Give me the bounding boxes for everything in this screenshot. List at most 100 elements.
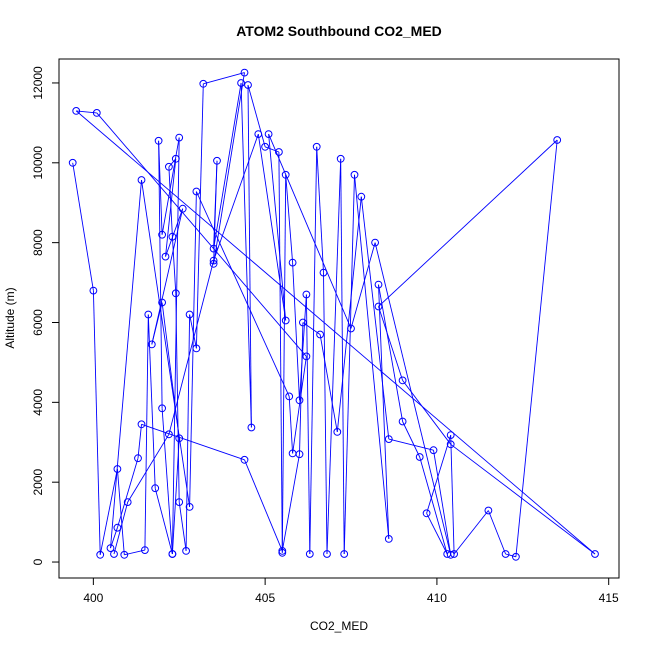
data-point	[199, 79, 208, 88]
series-segment	[203, 72, 245, 85]
data-point	[261, 142, 270, 151]
data-point	[278, 547, 287, 555]
series-segment	[127, 434, 170, 503]
data-point	[247, 423, 256, 432]
series-segment	[154, 488, 173, 555]
data-point	[185, 310, 194, 319]
data-point	[96, 550, 105, 559]
series-segment	[343, 174, 355, 555]
series-segment	[178, 502, 187, 551]
chart-title: ATOM2 Southbound CO2_MED	[236, 23, 442, 39]
series-segment	[378, 284, 404, 422]
series-segment	[350, 242, 376, 329]
data-point	[182, 547, 191, 555]
data-point	[178, 204, 187, 213]
series-segment	[305, 294, 311, 555]
series-segment	[116, 458, 139, 528]
series-segment	[213, 160, 218, 249]
series-segment	[75, 110, 596, 555]
series-points	[68, 68, 599, 561]
data-point	[285, 392, 294, 401]
x-tick-label: 400	[83, 591, 103, 605]
x-tick-label: 410	[427, 591, 447, 605]
series-segment	[292, 262, 300, 401]
data-point	[501, 550, 510, 558]
series-segment	[487, 510, 507, 555]
series-segment	[165, 208, 184, 257]
series-segment	[336, 196, 362, 432]
data-point	[147, 340, 156, 349]
data-point	[295, 396, 304, 405]
data-point	[175, 434, 184, 443]
data-point	[299, 318, 307, 327]
series-segment	[340, 158, 345, 555]
series-segment	[402, 380, 452, 445]
data-point	[158, 298, 167, 307]
x-tick-label: 405	[255, 591, 275, 605]
series-segment	[99, 468, 118, 555]
data-point	[591, 550, 599, 558]
data-point	[237, 79, 246, 87]
data-point	[446, 431, 455, 440]
data-point	[158, 404, 167, 413]
series-segment	[137, 424, 142, 459]
data-point	[281, 316, 290, 325]
data-point	[244, 81, 252, 89]
data-point	[275, 148, 283, 156]
data-point	[137, 176, 146, 184]
data-point	[240, 68, 249, 77]
data-point	[192, 187, 201, 196]
series-segment	[240, 82, 252, 428]
series-segment	[505, 553, 517, 558]
series-segment	[268, 134, 287, 321]
data-point	[340, 550, 349, 558]
series-segment	[278, 151, 283, 553]
data-point	[158, 230, 167, 239]
series-segment	[168, 158, 177, 168]
data-point	[357, 192, 366, 201]
series-segment	[374, 242, 452, 555]
series-segment	[213, 133, 259, 261]
x-axis-label: CO2_MED	[310, 619, 368, 633]
series-segment	[116, 468, 125, 555]
series-segment	[288, 396, 294, 454]
data-point	[333, 428, 342, 436]
series-segment	[378, 284, 390, 539]
data-point	[264, 130, 273, 139]
data-point	[374, 302, 383, 311]
data-point	[192, 344, 201, 353]
series-segment	[453, 510, 489, 555]
series-segment	[299, 294, 307, 401]
series-segment	[171, 236, 177, 294]
y-tick-label: 4000	[31, 389, 45, 416]
series-segment	[141, 423, 245, 461]
data-point	[209, 259, 218, 268]
data-point	[175, 498, 184, 507]
data-point	[209, 244, 218, 253]
series-segment	[292, 356, 307, 454]
y-axis-label: Altitude (m)	[3, 287, 17, 348]
series-segment	[247, 84, 252, 428]
data-point	[165, 162, 173, 171]
series-segment	[96, 112, 307, 357]
series-segment	[72, 162, 94, 291]
series-segment	[515, 139, 558, 557]
series-segment	[168, 166, 173, 237]
data-point	[144, 310, 153, 319]
series-segment	[281, 454, 300, 551]
data-point	[254, 130, 263, 139]
y-tick-label: 10000	[31, 146, 45, 180]
data-point	[120, 550, 129, 559]
data-point	[168, 232, 177, 241]
data-point	[302, 352, 311, 361]
data-point	[305, 550, 314, 558]
series-segment	[433, 450, 452, 555]
data-point	[446, 440, 455, 449]
series-lines	[72, 72, 596, 558]
series-segment	[195, 191, 290, 397]
series-segment	[323, 272, 328, 555]
series-segment	[175, 293, 180, 503]
data-point	[398, 417, 407, 426]
data-point	[281, 170, 290, 179]
